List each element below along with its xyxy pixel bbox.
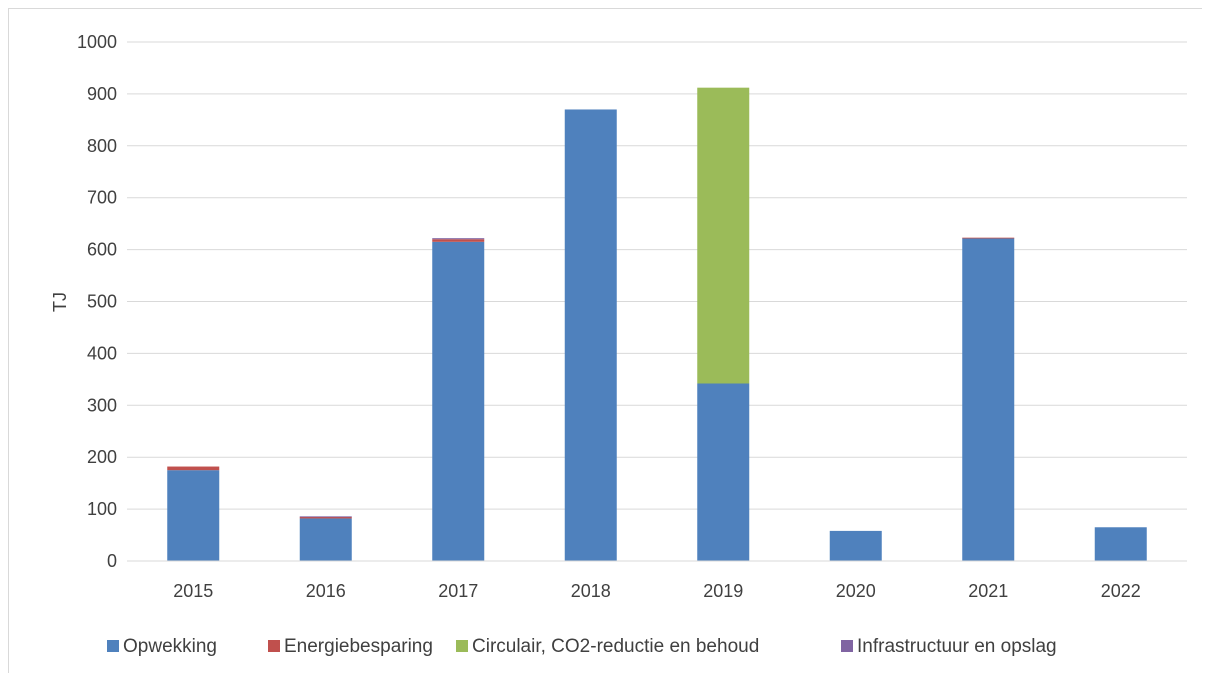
x-tick-label: 2016	[306, 581, 346, 601]
legend: Opwekking Energiebesparing Circulair, CO2-…	[107, 636, 1057, 657]
legend-label: Energiebesparing	[284, 636, 433, 657]
y-axis-label: TJ	[50, 292, 70, 312]
chart-frame	[8, 8, 1202, 673]
x-tick-label: 2018	[571, 581, 611, 601]
legend-label: Infrastructuur en opslag	[857, 636, 1057, 657]
bar-segment	[697, 87, 750, 384]
bar-segment	[299, 516, 352, 518]
bar-segment	[962, 238, 1015, 561]
legend-swatch	[841, 640, 853, 652]
y-tick-label: 800	[87, 136, 117, 156]
y-tick-label: 0	[107, 551, 117, 571]
y-tick-label: 600	[87, 240, 117, 260]
legend-item: Infrastructuur en opslag	[841, 636, 1057, 657]
bar-segment	[432, 239, 485, 242]
legend-item: Circulair, CO2-reductie en behoud	[456, 636, 759, 657]
y-tick-label: 400	[87, 343, 117, 363]
y-tick-label: 500	[87, 292, 117, 312]
bars	[167, 87, 1147, 561]
legend-item: Energiebesparing	[268, 636, 433, 657]
x-tick-label: 2020	[836, 581, 876, 601]
legend-label: Opwekking	[123, 636, 217, 657]
bar-segment	[432, 241, 485, 561]
x-tick-label: 2019	[703, 581, 743, 601]
y-axis-tick-labels: 0 100 200 300 400 500 600 700 800 900 1000	[77, 32, 117, 571]
x-tick-label: 2017	[438, 581, 478, 601]
bar-segment	[299, 518, 352, 561]
gridlines	[127, 41, 1187, 510]
y-tick-label: 300	[87, 395, 117, 415]
bar-segment	[697, 383, 750, 561]
y-tick-label: 1000	[77, 32, 117, 52]
bar-segment	[1094, 527, 1147, 561]
legend-label: Circulair, CO2-reductie en behoud	[472, 636, 759, 657]
bar-segment	[432, 238, 485, 240]
x-tick-label: 2015	[173, 581, 213, 601]
bar-segment	[962, 237, 1015, 239]
legend-swatch	[268, 640, 280, 652]
bar-segment	[829, 530, 882, 561]
y-tick-label: 900	[87, 84, 117, 104]
x-axis-tick-labels: 2015 2016 2017 2018 2019 2020 2021 2022	[173, 581, 1141, 601]
y-tick-label: 200	[87, 447, 117, 467]
y-tick-label: 700	[87, 188, 117, 208]
legend-item: Opwekking	[107, 636, 217, 657]
legend-swatch	[107, 640, 119, 652]
bar-segment	[299, 516, 352, 519]
y-tick-label: 100	[87, 499, 117, 519]
legend-swatch	[456, 640, 468, 652]
bar-segment	[167, 466, 220, 471]
x-tick-label: 2022	[1101, 581, 1141, 601]
bar-segment	[564, 109, 617, 561]
bar-segment	[167, 470, 220, 561]
x-tick-label: 2021	[968, 581, 1008, 601]
